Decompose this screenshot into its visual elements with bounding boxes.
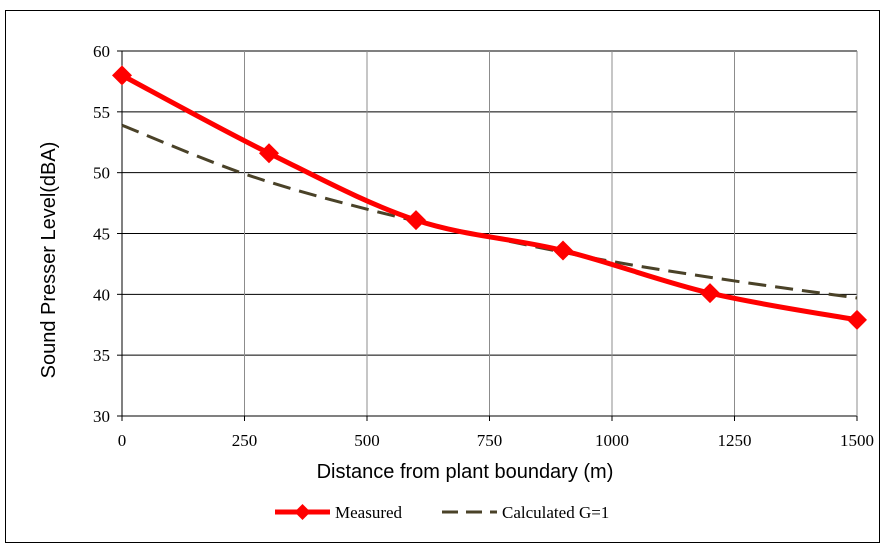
- x-axis-title: Distance from plant boundary (m): [317, 461, 614, 483]
- x-tick-labels: 0 250 500 750 1000 1250 1500: [118, 431, 874, 450]
- x-tick-label: 1250: [718, 431, 752, 450]
- x-tick-label: 0: [118, 431, 127, 450]
- x-tick-label: 500: [354, 431, 380, 450]
- x-tick-label: 750: [477, 431, 503, 450]
- y-tick-label: 40: [93, 285, 110, 304]
- series-group: [112, 65, 867, 330]
- y-tick-label: 35: [93, 346, 110, 365]
- data-point-marker: [553, 240, 573, 261]
- y-tick-labels: 30 35 40 45 50 55 60: [93, 42, 110, 426]
- data-point-marker: [259, 143, 279, 164]
- grid: [121, 50, 858, 417]
- y-tick-label: 50: [93, 164, 110, 183]
- y-tick-label: 45: [93, 225, 110, 244]
- legend-label: Measured: [335, 503, 403, 522]
- legend-marker-measured: [294, 504, 311, 520]
- legend-label: Calculated G=1: [502, 503, 609, 522]
- x-tick-label: 250: [232, 431, 258, 450]
- x-tick-label: 1500: [840, 431, 874, 450]
- data-point-marker: [112, 65, 132, 86]
- data-point-marker: [847, 309, 867, 330]
- x-tick-label: 1000: [595, 431, 629, 450]
- y-tick-label: 60: [93, 42, 110, 61]
- axes: [117, 50, 858, 421]
- series-line-measured: [120, 73, 858, 323]
- y-tick-label: 55: [93, 103, 110, 122]
- legend: Measured Calculated G=1: [275, 503, 609, 522]
- y-axis-title: Sound Presser Level(dBA): [38, 142, 60, 379]
- data-point-marker: [700, 283, 720, 304]
- data-point-marker: [406, 210, 426, 231]
- y-tick-label: 30: [93, 407, 110, 426]
